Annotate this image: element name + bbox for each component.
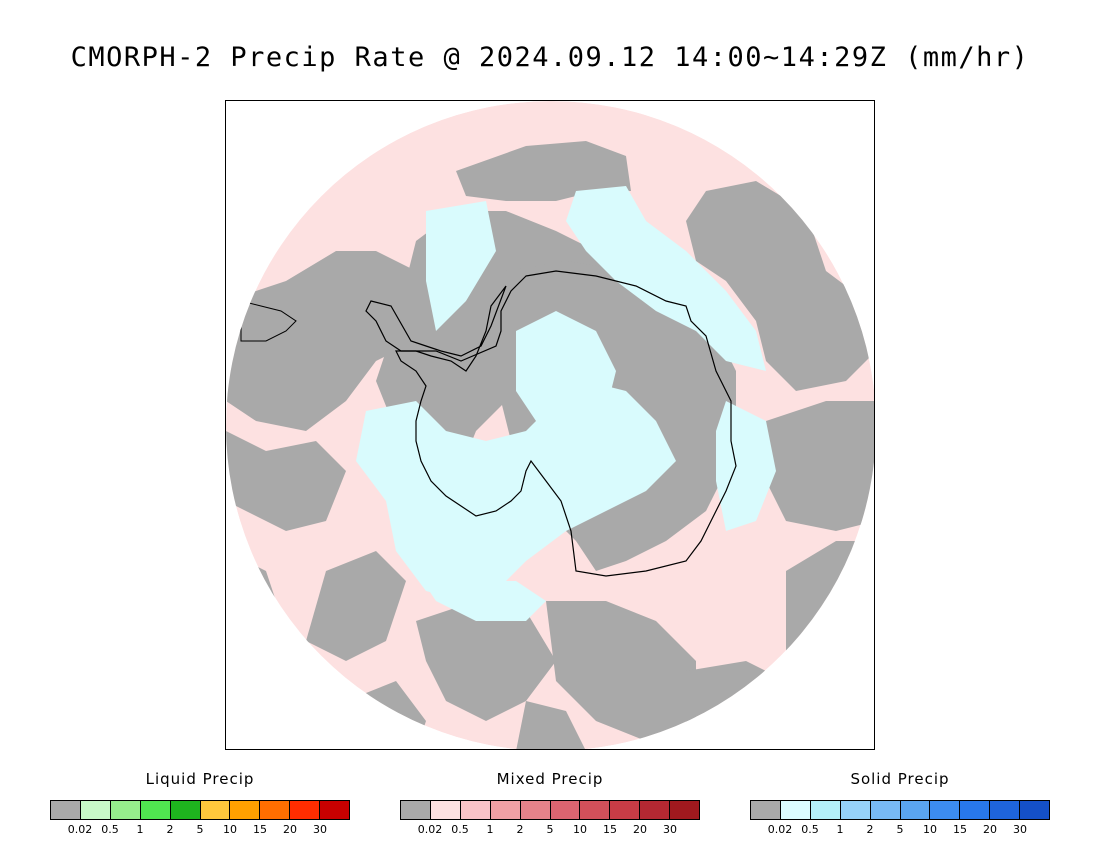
legend-swatch [990,801,1021,819]
legend-tick-label: 1 [836,823,844,836]
legend-tick-label: 2 [516,823,524,836]
legend-swatch [200,801,231,819]
legend-swatch [320,801,350,819]
legend-tick-label: 5 [546,823,554,836]
legend-tick-label: 5 [896,823,904,836]
legend-tick-label: 0.02 [67,823,93,836]
south-america-tip-coastline [240,300,297,342]
legend-colorbar [750,800,1050,820]
antarctic-peninsula-coastline [365,285,507,372]
legend-ticks: 0.02 0.5 1 2 5 10 15 20 30 [750,823,1050,837]
legend-tick-label: 15 [953,823,967,836]
legend-swatch [670,801,700,819]
legend-tick-label: 2 [866,823,874,836]
legend-swatch [840,801,871,819]
legend-tick-label: 20 [283,823,297,836]
legend-swatch [640,801,671,819]
solid-precip-legend: Solid Precip 0.02 0.5 1 2 5 10 15 20 30 [750,770,1050,836]
legend-tick-label: 20 [633,823,647,836]
antarctica-coastline [395,270,737,577]
legend-tick-label: 5 [196,823,204,836]
legend-tick-label: 30 [663,823,677,836]
legend-tick-label: 0.02 [767,823,793,836]
legend-swatch [430,801,461,819]
legend-swatch [80,801,111,819]
legend-tick-label: 10 [923,823,937,836]
legend-swatch [550,801,581,819]
legend-swatch [520,801,551,819]
legend-swatch [140,801,171,819]
legend-swatch [110,801,141,819]
precip-map [226,101,874,749]
legend-swatch [870,801,901,819]
legend-swatch [51,801,81,819]
legend-ticks: 0.02 0.5 1 2 5 10 15 20 30 [50,823,350,837]
legend-tick-label: 10 [573,823,587,836]
legend-tick-label: 15 [253,823,267,836]
legend-swatch [751,801,781,819]
legend-tick-label: 0.5 [451,823,469,836]
legend-tick-label: 20 [983,823,997,836]
legend-colorbar [50,800,350,820]
legend-swatch [900,801,931,819]
legend-tick-label: 10 [223,823,237,836]
legend-ticks: 0.02 0.5 1 2 5 10 15 20 30 [400,823,700,837]
legend-swatch [230,801,261,819]
legend-title: Solid Precip [850,770,950,788]
map-panel [225,100,875,750]
map-title: CMORPH-2 Precip Rate @ 2024.09.12 14:00~… [70,42,1030,73]
legend-swatch [290,801,321,819]
legend-swatch [170,801,201,819]
legend-tick-label: 0.5 [101,823,119,836]
legend-swatch [610,801,641,819]
legend-tick-label: 30 [313,823,327,836]
legend-swatch [580,801,611,819]
legend-title: Liquid Precip [145,770,255,788]
legend-swatch [1020,801,1050,819]
legend-colorbar [400,800,700,820]
legend-tick-label: 2 [166,823,174,836]
legend-swatch [780,801,811,819]
mixed-precip-legend: Mixed Precip 0.02 0.5 1 2 5 10 15 20 30 [400,770,700,836]
legend-tick-label: 30 [1013,823,1027,836]
legend-swatch [930,801,961,819]
legend-tick-label: 0.5 [801,823,819,836]
legend-tick-label: 1 [486,823,494,836]
legend-tick-label: 15 [603,823,617,836]
legend-tick-label: 0.02 [417,823,443,836]
legend-swatch [260,801,291,819]
legend-swatch [490,801,521,819]
legend-swatch [460,801,491,819]
legend-swatch [401,801,431,819]
legend-tick-label: 1 [136,823,144,836]
legend-swatch [810,801,841,819]
legend-swatch [960,801,991,819]
legend-title: Mixed Precip [496,770,604,788]
liquid-precip-legend: Liquid Precip 0.02 0.5 1 2 5 10 15 20 30 [50,770,350,836]
